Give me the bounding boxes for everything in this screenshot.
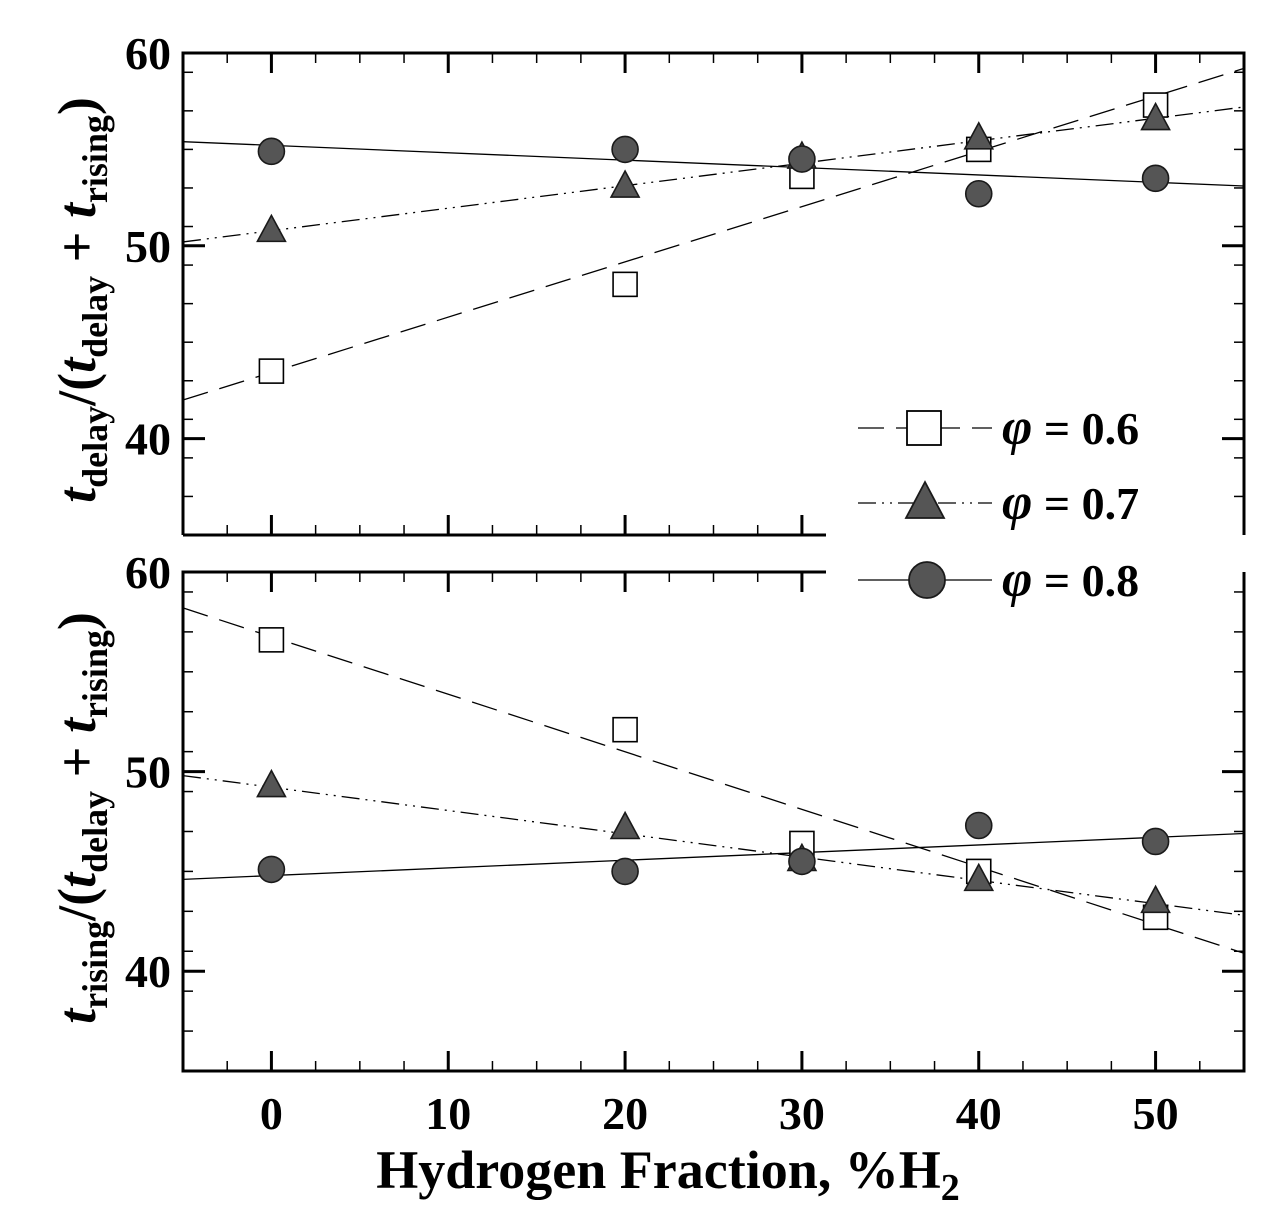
y-tick-label: 50 <box>125 221 171 272</box>
data-point-series-3 <box>788 847 816 876</box>
bottom-axes-frame <box>181 570 1246 1073</box>
data-point-series-3 <box>788 145 816 173</box>
data-point-series-3 <box>611 857 639 886</box>
data-point-series-3 <box>257 137 286 166</box>
fit-line-series-1 <box>182 67 1245 401</box>
data-point-series-2 <box>609 810 641 840</box>
data-point-series-1 <box>612 271 638 298</box>
x-tick-label: 40 <box>956 1088 1002 1139</box>
fit-line-series-2 <box>182 774 1245 916</box>
fit-line-series-1 <box>182 607 1245 954</box>
x-axis-title: Hydrogen Fraction, %H2 <box>376 1140 959 1209</box>
y-tick-label: 50 <box>125 747 171 798</box>
bottom-x-tick-labels: 0 10 20 30 40 50 <box>260 1088 1179 1139</box>
data-point-series-2 <box>1140 101 1171 131</box>
bottom-ticks <box>183 572 1244 1071</box>
top-y-tick-labels: 40 50 60 <box>125 28 171 465</box>
legend-marker <box>904 480 946 519</box>
fit-line-series-2 <box>182 106 1245 243</box>
bottom-y-tick-labels: 40 50 60 <box>125 547 171 997</box>
legend-marker <box>906 410 942 446</box>
data-point-series-3 <box>1141 827 1170 856</box>
y-tick-label: 60 <box>125 28 171 79</box>
data-point-series-1 <box>258 627 285 653</box>
data-point-series-3 <box>611 135 639 164</box>
x-tick-label: 10 <box>425 1088 471 1139</box>
x-tick-label: 0 <box>260 1088 283 1139</box>
top-data-points <box>256 92 1171 384</box>
legend-marker <box>908 561 946 599</box>
fit-line-series-3 <box>182 832 1245 881</box>
legend-label: φ = 0.8 <box>1002 551 1139 608</box>
data-point-series-3 <box>964 179 993 208</box>
bottom-y-axis-title: trising/(tdelay + trising) <box>47 612 115 1024</box>
data-point-series-3 <box>1141 164 1170 193</box>
x-tick-label: 20 <box>602 1088 648 1139</box>
bottom-data-points <box>256 627 1171 931</box>
top-y-axis-title: tdelay/(tdelay + trising) <box>47 97 115 503</box>
data-point-series-2 <box>1140 884 1171 914</box>
data-point-series-3 <box>257 855 286 884</box>
legend-label: φ = 0.7 <box>1002 474 1139 531</box>
data-point-series-3 <box>964 811 993 840</box>
y-tick-label: 40 <box>125 946 171 997</box>
x-tick-label: 50 <box>1133 1088 1179 1139</box>
x-tick-label: 30 <box>779 1088 825 1139</box>
data-point-series-2 <box>256 768 287 798</box>
top-panel: 40 50 60 tdelay/(tdelay + trising) <box>47 28 1246 537</box>
legend-label: φ = 0.6 <box>1002 399 1139 456</box>
y-tick-label: 40 <box>125 414 171 465</box>
bottom-panel: 40 50 60 0 10 20 30 40 50 trising/(tdelay + tri… <box>47 547 1246 1209</box>
data-point-series-2 <box>963 862 995 892</box>
top-axes-frame <box>181 51 1246 537</box>
top-fit-lines <box>182 67 1245 401</box>
data-point-series-1 <box>258 358 285 384</box>
data-point-series-2 <box>609 169 641 198</box>
data-point-series-1 <box>612 716 638 743</box>
top-ticks <box>183 53 1244 535</box>
legend: φ = 0.6 φ = 0.7 φ = 0.8 <box>858 399 1139 608</box>
data-point-series-2 <box>963 121 995 150</box>
y-tick-label: 60 <box>125 547 171 598</box>
fit-line-series-3 <box>182 141 1245 187</box>
data-point-series-2 <box>256 213 287 243</box>
bottom-fit-lines <box>182 607 1245 954</box>
